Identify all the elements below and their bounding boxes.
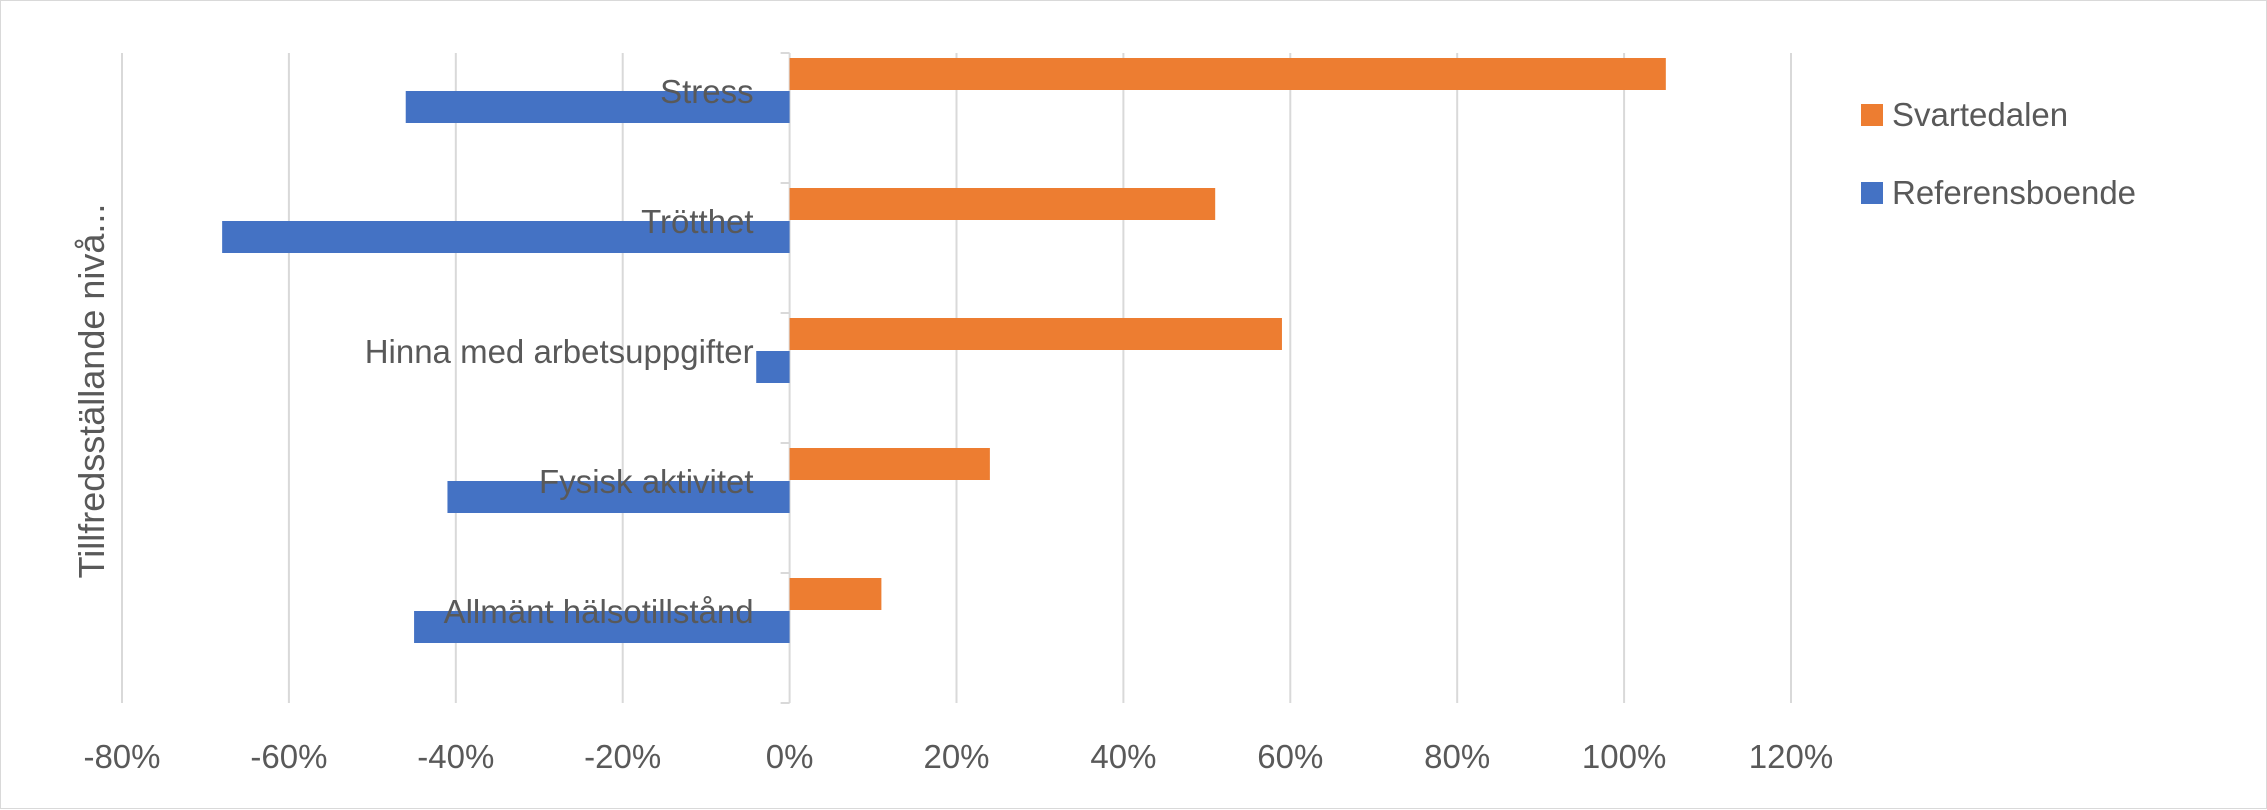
bar-referensboende xyxy=(414,611,790,643)
bar-referensboende xyxy=(222,221,790,253)
bar-svartedalen xyxy=(789,58,1666,90)
bar-referensboende xyxy=(447,481,790,513)
bars xyxy=(222,58,1666,643)
legend-label: Referensboende xyxy=(1892,174,2136,211)
x-tick-label: -40% xyxy=(417,738,494,775)
x-tick-label: 40% xyxy=(1090,738,1156,775)
x-tick-label: -80% xyxy=(83,738,160,775)
category-label: Stress xyxy=(660,73,754,110)
x-tick-label: 120% xyxy=(1749,738,1833,775)
legend-label: Svartedalen xyxy=(1892,96,2068,133)
legend: Svartedalen Referensboende xyxy=(1861,96,2136,211)
category-label: Hinna med arbetsuppgifter xyxy=(365,333,754,370)
bar-svartedalen xyxy=(789,448,990,480)
category-label: Fysisk aktivitet xyxy=(539,463,754,500)
bar-referensboende xyxy=(405,91,790,123)
x-tick-label: -60% xyxy=(250,738,327,775)
category-label: Trötthet xyxy=(641,203,754,240)
gridlines xyxy=(121,53,1792,703)
x-tick-label: 60% xyxy=(1257,738,1323,775)
y-axis-title: Tillfredsställande nivå... xyxy=(71,204,112,579)
x-tick-label: 0% xyxy=(766,738,814,775)
category-labels: Stress Trötthet Hinna med arbetsuppgifter F… xyxy=(365,73,754,630)
bar-referensboende xyxy=(756,351,790,383)
bar-svartedalen xyxy=(789,578,882,610)
x-tick-label: -20% xyxy=(584,738,661,775)
x-tick-label: 20% xyxy=(923,738,989,775)
bar-svartedalen xyxy=(789,188,1216,220)
legend-swatch xyxy=(1861,104,1883,126)
bar-svartedalen xyxy=(789,318,1282,350)
x-tick-label: 100% xyxy=(1582,738,1666,775)
legend-swatch xyxy=(1861,182,1883,204)
x-tick-label: 80% xyxy=(1424,738,1490,775)
x-tick-labels: -80% -60% -40% -20% 0% 20% 40% 60% 80% 100% 120% xyxy=(83,738,1833,775)
category-label: Allmänt hälsotillstånd xyxy=(444,593,754,630)
